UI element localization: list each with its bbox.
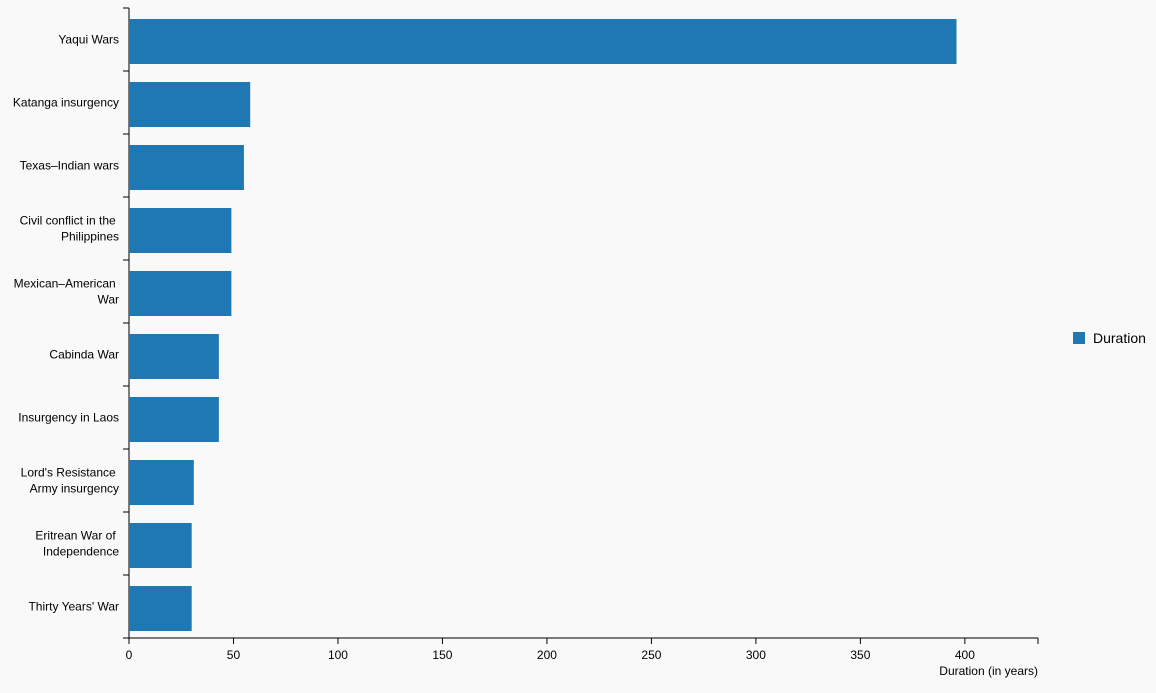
x-tick-label: 0	[126, 648, 133, 662]
x-axis-label: Duration (in years)	[939, 664, 1038, 678]
bar	[129, 460, 194, 505]
x-tick-label: 100	[328, 648, 348, 662]
x-tick-label: 200	[537, 648, 557, 662]
bar	[129, 586, 192, 631]
legend-label: Duration	[1093, 330, 1146, 346]
y-tick-label: Mexican–American War	[14, 277, 119, 307]
x-tick-label: 150	[432, 648, 452, 662]
y-tick-label: Thirty Years' War	[28, 600, 119, 614]
x-tick-label: 50	[227, 648, 241, 662]
bar	[129, 19, 957, 64]
y-tick-label: Katanga insurgency	[13, 96, 119, 110]
legend-swatch	[1073, 332, 1085, 344]
y-tick-label: Insurgency in Laos	[18, 411, 119, 425]
y-tick-label: Lord's Resistance Army insurgency	[21, 466, 119, 496]
bar	[129, 334, 219, 379]
x-tick-label: 400	[955, 648, 975, 662]
bar	[129, 145, 244, 190]
x-tick-label: 350	[850, 648, 870, 662]
bar	[129, 271, 232, 316]
bar	[129, 82, 251, 127]
bar	[129, 397, 219, 442]
y-tick-label: Eritrean War of Independence	[35, 529, 119, 559]
y-tick-label: Texas–Indian wars	[20, 159, 119, 173]
y-tick-label: Civil conflict in the Philippines	[20, 214, 119, 244]
x-tick-label: 300	[746, 648, 766, 662]
bar	[129, 208, 232, 253]
bar	[129, 523, 192, 568]
y-tick-label: Yaqui Wars	[58, 33, 119, 47]
y-tick-label: Cabinda War	[49, 348, 119, 362]
x-tick-label: 250	[641, 648, 661, 662]
